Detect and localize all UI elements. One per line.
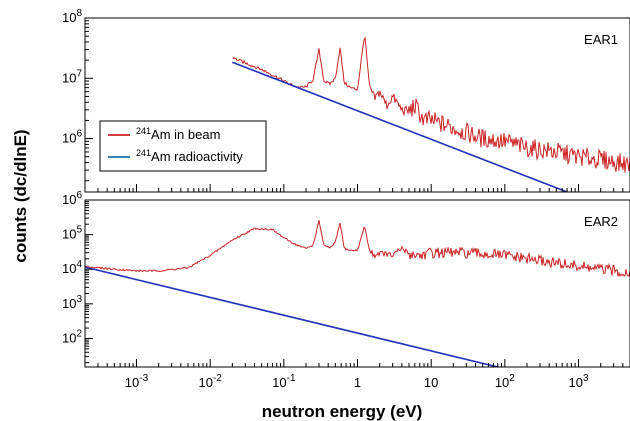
plot-panels: 106 107 108 EAR1 241Am in beam 241Am radioact…: [62, 8, 630, 390]
panel-label: EAR1: [584, 32, 618, 47]
plot-frame: [84, 199, 630, 368]
legend: 241Am in beam 241Am radioactivity: [99, 120, 267, 172]
x-axis: [84, 184, 630, 192]
x-tick-label: 10-3: [125, 373, 149, 390]
legend-box: [99, 120, 267, 172]
y-tick-label: 103: [62, 294, 82, 311]
panel-1: 106 107 108 EAR1 241Am in beam 241Am radioact…: [62, 8, 630, 193]
y-tick-label: 106: [62, 129, 82, 146]
series-group: [85, 220, 630, 367]
x-tick-label: 10-1: [272, 373, 296, 390]
legend-entry-label: 241Am radioactivity: [136, 148, 243, 164]
x-axis: 10-3 10-2 10-1 1 10 102 103: [84, 359, 630, 390]
x-tick-label: 1: [354, 375, 361, 390]
x-tick-label: 103: [568, 373, 588, 390]
series-line-2: [85, 266, 498, 367]
series-group: [232, 36, 630, 192]
y-tick-label: 105: [62, 225, 82, 242]
series-line-1: [85, 220, 630, 278]
series-line-2: [232, 61, 568, 192]
x-tick-label: 10-2: [198, 373, 222, 390]
y-axis-title: counts (dc/dlnE): [11, 129, 30, 262]
y-axis: 102 103 104 105 106: [62, 190, 93, 364]
legend-entry-label: 241Am in beam: [136, 126, 220, 142]
y-tick-label: 102: [62, 328, 82, 345]
y-tick-label: 104: [62, 259, 82, 276]
y-axis: 106 107 108: [62, 8, 93, 182]
y-tick-label: 107: [62, 68, 82, 85]
x-axis-title: neutron energy (eV): [262, 402, 423, 421]
y-tick-label: 106: [62, 190, 82, 207]
panel-2: 102 103 104 105 106 10-3 10-2 10-1 1 10 102 103 EAR2: [62, 190, 630, 390]
y-tick-label: 108: [62, 8, 82, 25]
x-tick-label: 10: [424, 375, 438, 390]
series-line-1: [232, 36, 630, 173]
panel-label: EAR2: [584, 214, 618, 229]
x-tick-label: 102: [495, 373, 515, 390]
